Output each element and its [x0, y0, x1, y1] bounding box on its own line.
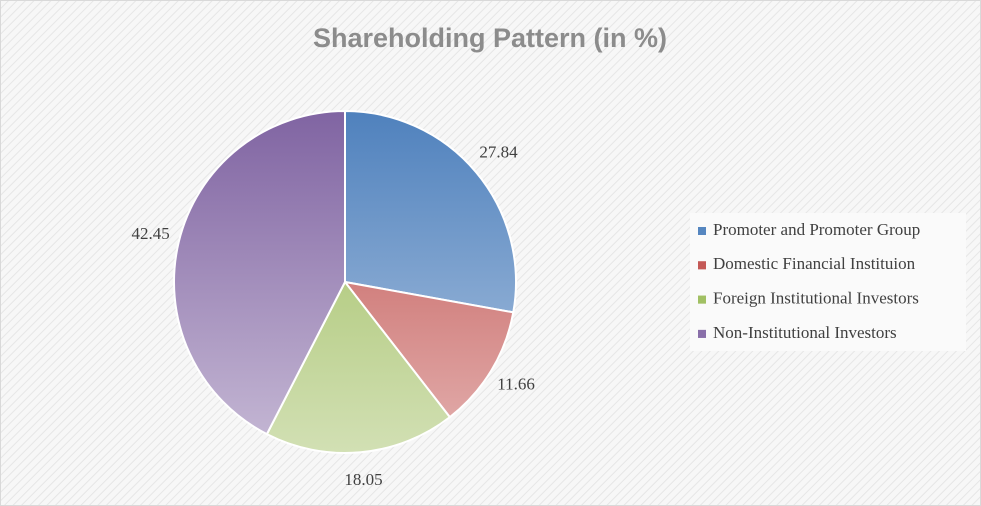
- legend-label: Domestic Financial Instituion: [713, 254, 916, 273]
- legend-box: [690, 213, 966, 351]
- legend-marker-fill: [698, 295, 706, 304]
- legend-label: Promoter and Promoter Group: [713, 220, 920, 239]
- data-label: 42.45: [131, 224, 169, 243]
- data-label: 11.66: [497, 375, 535, 394]
- chart-title: Shareholding Pattern (in %): [313, 23, 667, 53]
- pie-slice: [265, 280, 452, 454]
- pie-slice: [342, 280, 515, 419]
- legend-marker-fill: [698, 329, 706, 338]
- legend-label: Non-Institutional Investors: [713, 323, 897, 342]
- pie-slice: [173, 109, 346, 436]
- data-label: 18.05: [344, 470, 382, 489]
- legend-marker-fill: [698, 261, 706, 270]
- legend-label: Foreign Institutional Investors: [713, 289, 919, 308]
- data-label: 27.84: [479, 143, 518, 162]
- legend-marker-fill: [698, 227, 706, 235]
- pie-slice: [344, 109, 517, 314]
